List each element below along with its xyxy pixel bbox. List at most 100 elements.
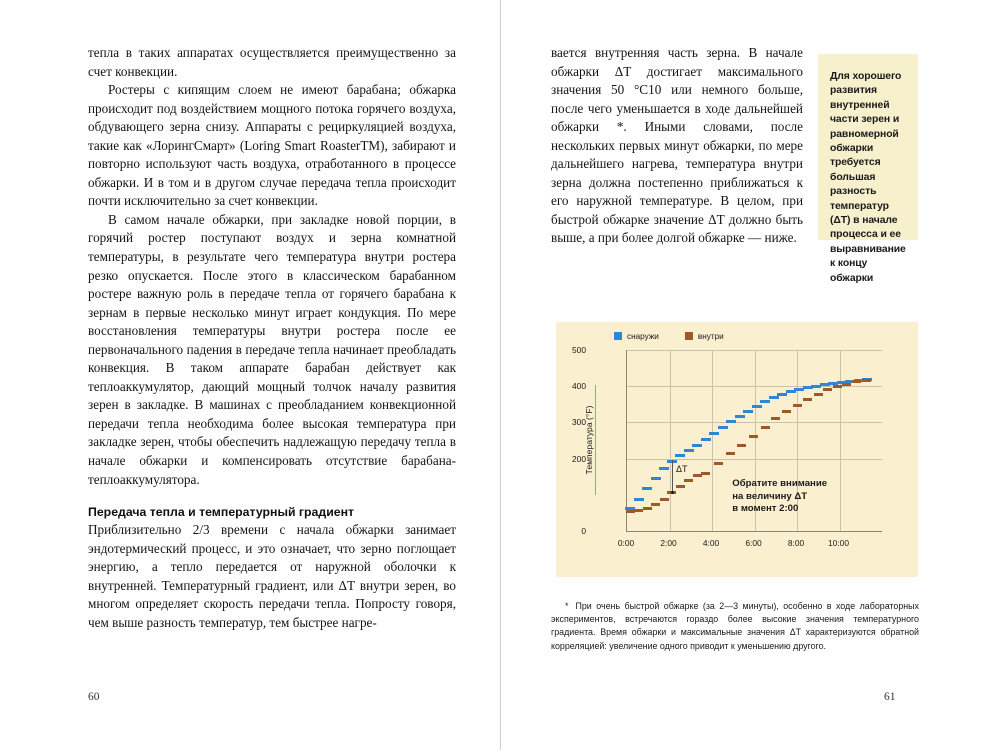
data-point-inner xyxy=(625,509,635,513)
data-point-outer xyxy=(819,383,830,387)
chart-callout-line: Обратите внимание xyxy=(732,477,828,489)
data-point-outer xyxy=(659,467,670,471)
left-page: тепла в таких аппаратах осуществляется п… xyxy=(88,44,456,703)
data-point-outer xyxy=(734,415,745,419)
data-point-inner xyxy=(781,410,791,414)
delta-t-label: ΔT xyxy=(675,464,688,475)
grid-line-vertical xyxy=(797,350,798,531)
data-point-outer xyxy=(700,437,711,441)
data-point-inner xyxy=(748,435,758,439)
paragraph: тепла в таких аппаратах осуществляется п… xyxy=(88,45,456,79)
x-axis-tick-label: 4:00 xyxy=(702,538,720,548)
page-number-right: 61 xyxy=(884,691,896,703)
data-point-outer xyxy=(633,497,644,501)
data-point-outer xyxy=(625,507,636,511)
y-axis-tick-label: 200 xyxy=(572,453,586,464)
paragraph: Приблизительно 2/3 времени с начала обжа… xyxy=(88,522,456,630)
data-point-outer xyxy=(717,425,728,429)
data-point-outer xyxy=(768,395,779,399)
x-axis-tick-label: 10:00 xyxy=(828,538,849,548)
grid-line-vertical xyxy=(754,350,756,531)
grid-line-vertical xyxy=(669,350,671,531)
data-point-inner xyxy=(737,444,747,448)
legend-label-inner: внутри xyxy=(697,331,724,341)
data-point-outer xyxy=(845,379,856,383)
footnote-body: * При очень быстрой обжарке (за 2—3 минут… xyxy=(551,600,919,653)
data-point-inner xyxy=(852,380,861,384)
y-axis-label: Температура (°F) xyxy=(584,385,596,495)
y-axis-tick-label: 300 xyxy=(572,417,586,428)
data-point-outer xyxy=(692,444,703,448)
data-point-inner xyxy=(651,503,661,507)
data-point-outer xyxy=(777,392,788,396)
grid-line-horizontal xyxy=(627,458,882,460)
data-point-inner xyxy=(832,385,842,389)
data-point-outer xyxy=(642,486,653,490)
x-axis-tick-label: 8:00 xyxy=(787,538,805,548)
paragraph: вается внутренняя часть зерна. В начале … xyxy=(551,45,803,246)
legend-swatch-outer-icon xyxy=(614,332,622,340)
pull-quote-box: Для хорошего развития внутренней части з… xyxy=(818,54,918,284)
plot-region xyxy=(625,350,882,532)
legend-label-outer: снаружи xyxy=(627,331,659,341)
page-gutter xyxy=(500,0,501,750)
data-point-outer xyxy=(650,477,661,480)
data-point-inner xyxy=(842,382,852,386)
grid-line-horizontal xyxy=(627,422,882,424)
data-point-outer xyxy=(709,431,720,435)
data-point-inner xyxy=(701,471,711,475)
data-point-inner xyxy=(803,397,813,401)
data-point-inner xyxy=(813,392,823,396)
footnote-marker: * xyxy=(565,601,569,611)
left-text-column: тепла в таких аппаратах осуществляется п… xyxy=(88,44,456,632)
data-point-outer xyxy=(751,404,762,408)
data-point-outer xyxy=(760,399,771,403)
legend-item-outer: снаружи xyxy=(614,332,659,341)
y-axis-tick-label: 400 xyxy=(572,381,586,392)
data-point-outer xyxy=(794,387,805,391)
grid-line-vertical xyxy=(712,350,713,531)
pull-quote-text: Для хорошего развития внутренней части з… xyxy=(830,71,906,284)
chart-callout-line: на величину ΔT xyxy=(732,490,808,502)
data-point-inner xyxy=(792,403,802,407)
data-point-inner xyxy=(771,417,781,421)
data-point-outer xyxy=(743,409,754,413)
data-point-inner xyxy=(823,388,833,392)
data-point-outer xyxy=(683,449,694,453)
x-axis-tick-label: 2:00 xyxy=(660,538,677,548)
data-point-inner xyxy=(725,452,735,456)
data-point-outer xyxy=(828,382,839,386)
legend-swatch-inner-icon xyxy=(684,332,693,340)
data-point-outer xyxy=(836,381,847,385)
data-point-outer xyxy=(785,390,796,394)
chart-legend: снаружи внутри xyxy=(614,330,724,342)
y-axis-tick-label: 500 xyxy=(572,345,586,355)
x-axis-tick-label: 6:00 xyxy=(745,538,762,548)
paragraph: В самом начале обжарки, при закладке нов… xyxy=(88,211,456,487)
data-point-inner xyxy=(634,508,644,512)
data-point-outer xyxy=(811,384,822,388)
data-point-inner xyxy=(642,507,652,511)
chart-area: снаружи внутри Температура (°F) Обратите… xyxy=(556,322,918,577)
data-point-outer xyxy=(802,386,813,390)
data-point-outer xyxy=(675,454,686,458)
page-number-left: 60 xyxy=(88,691,100,703)
right-text-column: вается внутренняя часть зерна. В начале … xyxy=(551,44,803,248)
data-point-inner xyxy=(713,462,723,466)
grid-line-horizontal xyxy=(627,386,882,388)
footnote-text: При очень быстрой обжарке (за 2—3 минуты… xyxy=(551,601,919,651)
x-axis-tick-label: 0:00 xyxy=(617,538,635,548)
data-point-inner xyxy=(861,378,871,382)
legend-item-inner: внутри xyxy=(684,331,724,341)
data-point-inner xyxy=(692,474,702,478)
data-point-inner xyxy=(760,425,770,429)
paragraph: Ростеры с кипящим слоем не имеют барабан… xyxy=(88,82,456,209)
footnote: * При очень быстрой обжарке (за 2—3 минут… xyxy=(551,600,919,653)
chart-callout-note: Обратите внимание на величину ΔT в момент … xyxy=(732,478,827,516)
y-axis-tick-label: 0 xyxy=(581,526,586,536)
data-point-inner xyxy=(659,497,669,501)
temperature-chart-figure: снаружи внутри Температура (°F) Обратите… xyxy=(556,322,918,577)
delta-t-marker-line xyxy=(671,460,673,493)
delta-t-endpoint-dot xyxy=(670,491,674,495)
